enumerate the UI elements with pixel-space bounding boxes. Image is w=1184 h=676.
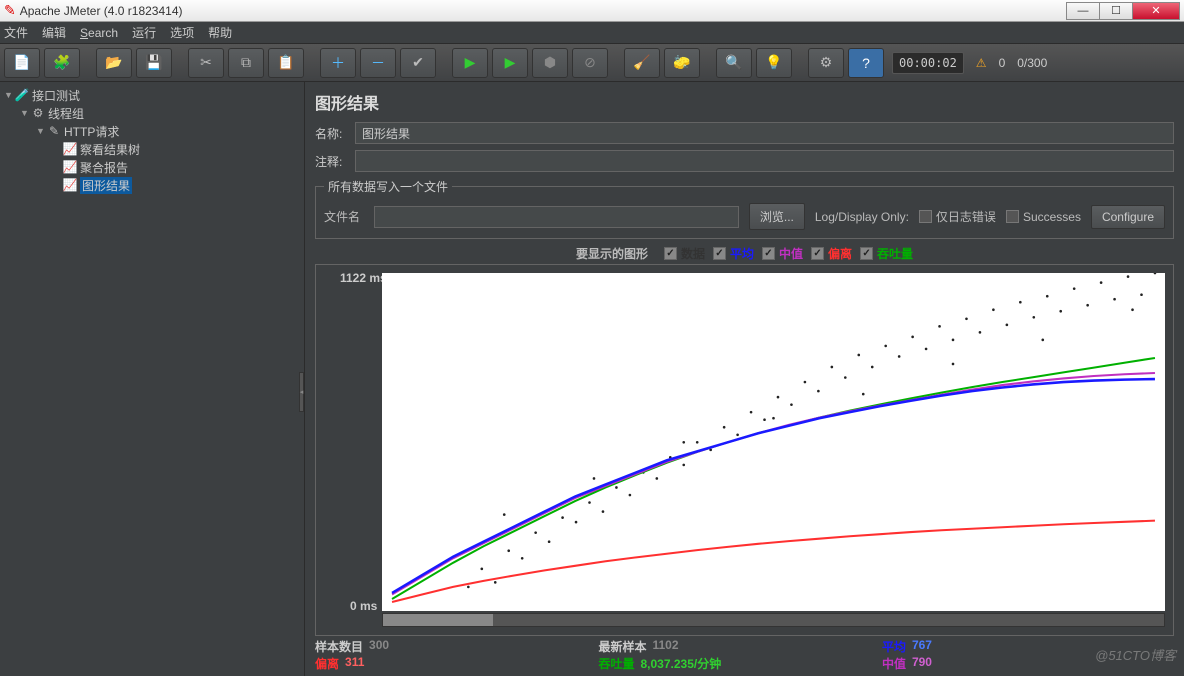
chart-scrollbar[interactable]: [382, 613, 1165, 627]
legend-item[interactable]: ✓吞吐量: [860, 245, 913, 262]
clear-all-button[interactable]: 🧽: [664, 48, 700, 78]
minimize-button[interactable]: —: [1066, 2, 1100, 20]
configure-button[interactable]: Configure: [1091, 205, 1165, 229]
y-max-label: 1122 ms: [340, 271, 387, 285]
filename-label: 文件名: [324, 208, 364, 225]
tree-item[interactable]: ▼🧪接口测试: [0, 86, 304, 104]
fieldset-legend: 所有数据写入一个文件: [324, 178, 452, 195]
copy-button[interactable]: ⧉: [228, 48, 264, 78]
help-button[interactable]: ?: [848, 48, 884, 78]
legend-item[interactable]: ✓数据: [664, 245, 705, 262]
tree-item[interactable]: 📈聚合报告: [0, 158, 304, 176]
search-button[interactable]: 🔍: [716, 48, 752, 78]
filename-input[interactable]: [374, 206, 739, 228]
open-button[interactable]: 📂: [96, 48, 132, 78]
close-button[interactable]: ✕: [1132, 2, 1180, 20]
toggle-button[interactable]: ✔: [400, 48, 436, 78]
warning-count: 0: [999, 56, 1006, 70]
content-panel: 图形结果 名称: 注释: 所有数据写入一个文件 文件名 浏览... Log/Di…: [305, 82, 1184, 676]
templates-button[interactable]: 🧩: [44, 48, 80, 78]
dev-value: 311: [345, 655, 364, 672]
samples-label: 样本数目: [315, 638, 363, 655]
app-icon: ✎: [4, 2, 16, 19]
legend-title: 要显示的图形: [576, 245, 648, 262]
save-button[interactable]: 💾: [136, 48, 172, 78]
latest-value: 1102: [652, 638, 678, 655]
cut-button[interactable]: ✂: [188, 48, 224, 78]
avg-value: 767: [912, 638, 932, 655]
start-button[interactable]: ▶: [452, 48, 488, 78]
watermark: @51CTO博客: [1095, 645, 1176, 664]
maximize-button[interactable]: ☐: [1099, 2, 1133, 20]
menu-run[interactable]: 运行: [132, 24, 156, 41]
tree-item[interactable]: 📈察看结果树: [0, 140, 304, 158]
function-helper-button[interactable]: ⚙: [808, 48, 844, 78]
tree-item[interactable]: 📈图形结果: [0, 176, 304, 194]
legend-item[interactable]: ✓平均: [713, 245, 754, 262]
title-bar: ✎ Apache JMeter (4.0 r1823414) — ☐ ✕: [0, 0, 1184, 22]
thread-count: 0/300: [1017, 56, 1047, 70]
successes-checkbox[interactable]: Successes: [1006, 210, 1081, 224]
legend-item[interactable]: ✓偏离: [811, 245, 852, 262]
start-no-pause-button[interactable]: ▶: [492, 48, 528, 78]
tree-panel: ▼🧪接口测试▼⚙线程组▼✎HTTP请求📈察看结果树📈聚合报告📈图形结果 ◂: [0, 82, 305, 676]
latest-label: 最新样本: [598, 638, 646, 655]
chart-container: 1122 ms 0 ms: [315, 264, 1174, 636]
browse-button[interactable]: 浏览...: [749, 203, 805, 230]
name-label: 名称:: [315, 125, 355, 142]
menu-search[interactable]: Search: [80, 26, 118, 40]
toolbar: 📄 🧩 📂 💾 ✂ ⧉ 📋 ＋ － ✔ ▶ ▶ ⬢ ⊘ 🧹 🧽 🔍 💡 ⚙ ? …: [0, 44, 1184, 82]
thr-label: 吞吐量: [598, 655, 634, 672]
comment-label: 注释:: [315, 153, 355, 170]
reset-search-button[interactable]: 💡: [756, 48, 792, 78]
menu-options[interactable]: 选项: [170, 24, 194, 41]
menu-edit[interactable]: 编辑: [42, 24, 66, 41]
tree-item[interactable]: ▼✎HTTP请求: [0, 122, 304, 140]
window-title: Apache JMeter (4.0 r1823414): [20, 4, 183, 18]
med-value: 790: [912, 655, 932, 672]
errors-only-checkbox[interactable]: 仅日志错误: [919, 208, 996, 225]
warning-icon[interactable]: ⚠: [976, 56, 987, 70]
y-min-label: 0 ms: [350, 599, 377, 613]
comment-input[interactable]: [355, 150, 1174, 172]
collapse-button[interactable]: －: [360, 48, 396, 78]
stop-button[interactable]: ⬢: [532, 48, 568, 78]
legend-item[interactable]: ✓中值: [762, 245, 803, 262]
menu-bar: 文件 编辑 Search 运行 选项 帮助: [0, 22, 1184, 44]
med-label: 中值: [882, 655, 906, 672]
splitter-handle[interactable]: ◂: [299, 372, 304, 412]
menu-file[interactable]: 文件: [4, 24, 28, 41]
expand-button[interactable]: ＋: [320, 48, 356, 78]
dev-label: 偏离: [315, 655, 339, 672]
stats-row: 样本数目 300 最新样本 1102 平均 767 偏离 311 吞吐量 8,037.23…: [315, 636, 1174, 674]
menu-help[interactable]: 帮助: [208, 24, 232, 41]
panel-title: 图形结果: [315, 90, 1174, 114]
shutdown-button[interactable]: ⊘: [572, 48, 608, 78]
avg-label: 平均: [882, 638, 906, 655]
name-input[interactable]: [355, 122, 1174, 144]
elapsed-timer: 00:00:02: [892, 52, 964, 74]
chart-svg: [382, 273, 1165, 611]
new-button[interactable]: 📄: [4, 48, 40, 78]
file-fieldset: 所有数据写入一个文件 文件名 浏览... Log/Display Only: 仅…: [315, 178, 1174, 239]
logdisplay-label: Log/Display Only:: [815, 210, 909, 224]
samples-value: 300: [369, 638, 389, 655]
tree-item[interactable]: ▼⚙线程组: [0, 104, 304, 122]
chart-legend: 要显示的图形 ✓数据 ✓平均 ✓中值 ✓偏离 ✓吞吐量: [315, 245, 1174, 262]
paste-button[interactable]: 📋: [268, 48, 304, 78]
clear-button[interactable]: 🧹: [624, 48, 660, 78]
thr-value: 8,037.235/分钟: [640, 655, 721, 672]
